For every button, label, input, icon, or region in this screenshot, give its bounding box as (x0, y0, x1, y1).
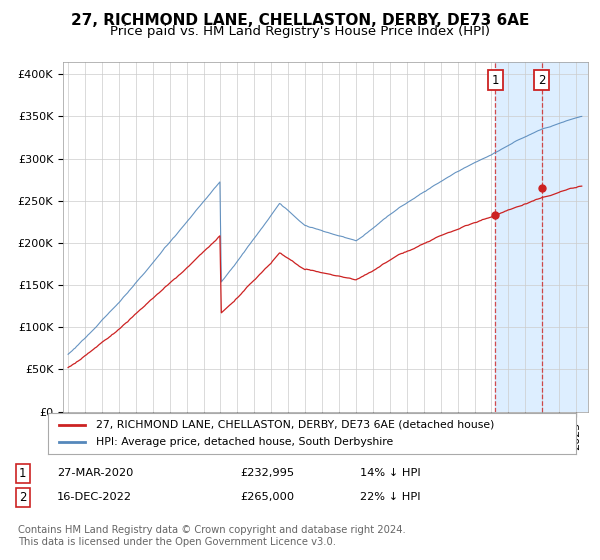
Text: 2: 2 (19, 491, 26, 504)
Text: 16-DEC-2022: 16-DEC-2022 (57, 492, 132, 502)
Text: 27, RICHMOND LANE, CHELLASTON, DERBY, DE73 6AE (detached house): 27, RICHMOND LANE, CHELLASTON, DERBY, DE… (95, 419, 494, 430)
Text: £232,995: £232,995 (240, 468, 294, 478)
Text: Price paid vs. HM Land Registry's House Price Index (HPI): Price paid vs. HM Land Registry's House … (110, 25, 490, 38)
Bar (496, 62, 588, 412)
Text: £265,000: £265,000 (240, 492, 294, 502)
Text: 27, RICHMOND LANE, CHELLASTON, DERBY, DE73 6AE: 27, RICHMOND LANE, CHELLASTON, DERBY, DE… (71, 13, 529, 28)
Text: 1: 1 (19, 466, 26, 480)
Text: 22% ↓ HPI: 22% ↓ HPI (360, 492, 421, 502)
Text: 1: 1 (491, 74, 499, 87)
Text: Contains HM Land Registry data © Crown copyright and database right 2024.
This d: Contains HM Land Registry data © Crown c… (18, 525, 406, 547)
Text: 27-MAR-2020: 27-MAR-2020 (57, 468, 133, 478)
Text: 2: 2 (538, 74, 545, 87)
Text: 14% ↓ HPI: 14% ↓ HPI (360, 468, 421, 478)
Text: HPI: Average price, detached house, South Derbyshire: HPI: Average price, detached house, Sout… (95, 437, 393, 447)
